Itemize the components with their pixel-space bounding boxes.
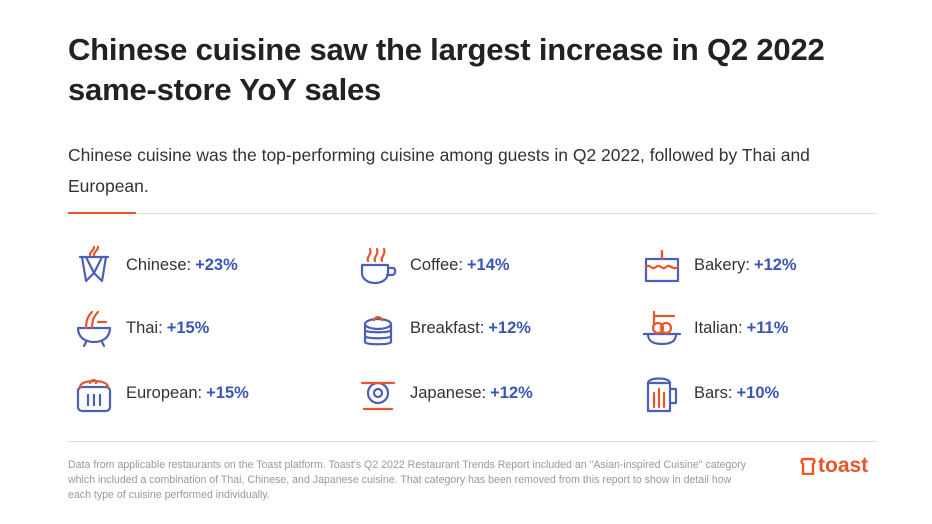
pancakes-icon bbox=[363, 315, 393, 346]
cuisine-item: Chinese: +23% bbox=[72, 243, 238, 287]
cuisine-item: Coffee: +14% bbox=[356, 243, 510, 287]
cuisine-value: +12% bbox=[753, 255, 797, 274]
pot-icon bbox=[76, 378, 112, 413]
pasta-icon bbox=[642, 310, 682, 346]
cuisine-item: Bakery: +12% bbox=[640, 243, 797, 287]
page-title: Chinese cuisine saw the largest increase… bbox=[68, 32, 825, 107]
cuisine-label: Chinese: bbox=[126, 255, 192, 274]
cuisine-label: Bars: bbox=[694, 383, 733, 402]
toast-logo-text: toast bbox=[818, 454, 869, 477]
cuisine-label: Japanese: bbox=[410, 383, 487, 402]
cuisine-item: Bars: +10% bbox=[640, 371, 779, 415]
coffee-cup-icon bbox=[360, 247, 397, 285]
cuisine-item: Breakfast: +12% bbox=[356, 306, 531, 350]
cuisine-label: Thai: bbox=[126, 318, 163, 337]
cuisine-item: European: +15% bbox=[72, 371, 249, 415]
cuisine-label: Breakfast: bbox=[410, 318, 485, 337]
cuisine-label: Bakery: bbox=[694, 255, 750, 274]
cuisine-value: +15% bbox=[206, 383, 249, 402]
cuisine-value: +10% bbox=[736, 383, 780, 402]
cuisine-value: +12% bbox=[488, 318, 531, 337]
divider bbox=[136, 213, 877, 214]
cuisine-value: +14% bbox=[466, 255, 510, 274]
cuisine-item: Italian: +11% bbox=[640, 306, 788, 350]
noodle-bowl-icon bbox=[76, 310, 112, 348]
toast-logo: toast bbox=[800, 454, 868, 478]
footer-divider bbox=[68, 441, 877, 442]
subtitle: Chinese cuisine was the top-performing c… bbox=[68, 145, 810, 196]
cake-icon bbox=[644, 249, 680, 283]
takeout-box-icon bbox=[78, 245, 110, 283]
footnote: Data from applicable restaurants on the … bbox=[68, 459, 747, 501]
accent-divider bbox=[68, 212, 136, 214]
beer-mug-icon bbox=[646, 377, 678, 413]
cuisine-value: +23% bbox=[195, 255, 238, 274]
cuisine-value: +12% bbox=[490, 383, 533, 402]
cuisine-item: Thai: +15% bbox=[72, 306, 209, 350]
sushi-icon bbox=[360, 381, 396, 411]
cuisine-label: Italian: bbox=[694, 318, 743, 337]
cuisine-value: +11% bbox=[746, 318, 789, 337]
cuisine-value: +15% bbox=[166, 318, 210, 337]
cuisine-label: European: bbox=[126, 383, 203, 402]
cuisine-label: Coffee: bbox=[410, 255, 463, 274]
toast-logo-icon bbox=[800, 457, 816, 475]
cuisine-item: Japanese: +12% bbox=[356, 371, 533, 415]
